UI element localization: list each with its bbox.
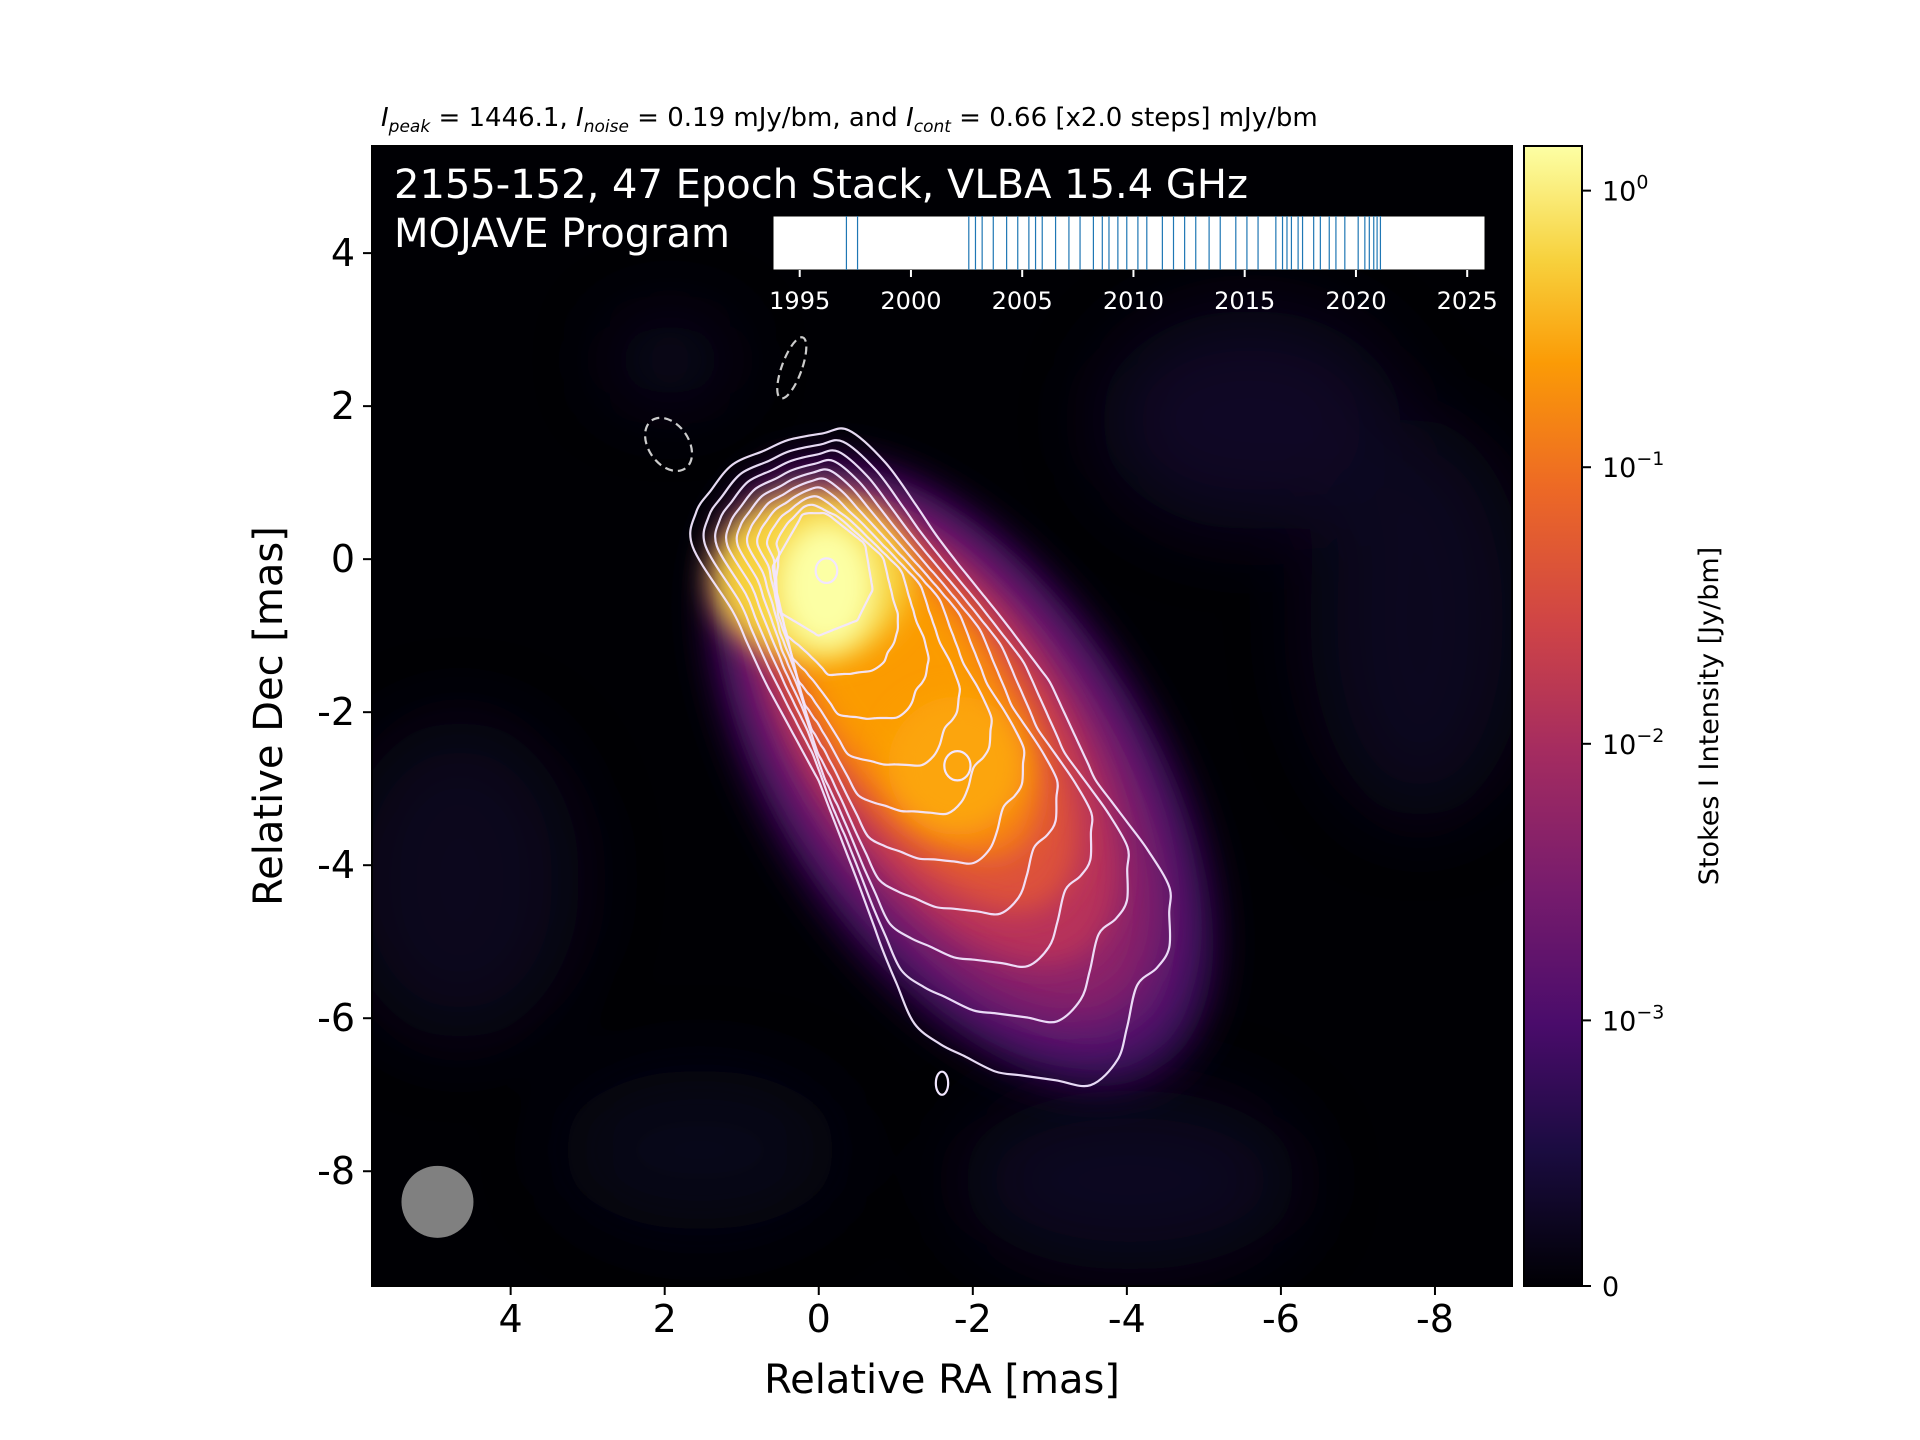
colorbar-tick-label: 10−1	[1602, 448, 1664, 484]
y-tick-label: 4	[331, 231, 355, 275]
x-tick-label: -6	[1262, 1297, 1300, 1341]
epoch-timeline: 1995 2000 2005 2010 2015 2020 2025	[769, 215, 1498, 315]
noise-background	[372, 310, 1512, 1270]
contour-level-2	[702, 439, 1130, 1024]
contour-level-10	[771, 511, 874, 637]
colorbar-gradient	[1523, 145, 1583, 1287]
x-tick-label: -2	[954, 1297, 992, 1341]
colorbar-label: Stokes I Intensity [Jy/bm]	[1694, 547, 1725, 885]
y-tick-label: -2	[317, 690, 355, 734]
contour-knot	[943, 749, 972, 782]
y-axis-label: Relative Dec [mas]	[246, 526, 292, 906]
y-tick-label: 2	[331, 384, 355, 428]
beam-ellipse	[401, 1165, 474, 1238]
colorbar-ticks: 100 10−1 10−2 10−3 0	[1582, 172, 1664, 1303]
epoch-tick-label: 1995	[769, 287, 830, 315]
knot-emission	[888, 696, 1027, 836]
contour-level-6	[745, 477, 993, 816]
contour-level-4	[724, 458, 1059, 916]
chart-title-line2: MOJAVE Program	[394, 211, 730, 257]
x-axis-label: Relative RA [mas]	[764, 1357, 1120, 1403]
contour-level-1	[689, 427, 1172, 1088]
y-tick-label: 0	[331, 537, 355, 581]
y-tick-label: -4	[317, 843, 355, 887]
colorbar-tick-label: 10−2	[1602, 725, 1664, 761]
x-tick-label: 0	[807, 1297, 831, 1341]
x-axis: 4 2 0 -2 -4 -6 -8	[499, 1286, 1454, 1341]
contour-level-3	[714, 449, 1094, 968]
epoch-axis: 1995 2000 2005 2010 2015 2020 2025	[769, 270, 1498, 315]
chart-title-line1: 2155-152, 47 Epoch Stack, VLBA 15.4 GHz	[394, 162, 1248, 208]
epoch-tick-label: 2020	[1325, 287, 1386, 315]
emission-heatmap	[711, 462, 1214, 1087]
epoch-tick-label: 2010	[1103, 287, 1164, 315]
negative-contour-2	[776, 336, 808, 400]
colorbar-tick-label: 0	[1602, 1272, 1619, 1303]
epoch-tick-label: 2005	[992, 287, 1053, 315]
plot-frame	[371, 145, 1513, 1287]
y-axis: 4 2 0 -2 -4 -6 -8	[317, 231, 372, 1193]
colorbar-tick-label: 10−3	[1602, 1001, 1664, 1037]
contour-isolated	[934, 1070, 950, 1096]
contour-level-5	[735, 468, 1026, 865]
core-peak	[776, 520, 877, 652]
y-tick-label: -6	[317, 996, 355, 1040]
header-annotation: Ipeak = 1446.1, Inoise = 0.19 mJy/bm, an…	[381, 103, 1318, 137]
colorbar-tick-label: 100	[1602, 172, 1648, 208]
contour-level-7	[756, 486, 961, 767]
plot-area: 4 2 0 -2 -4 -6 -8 4 2 0 -2 -4 -6 -8 2155-152, 47 Epo…	[317, 145, 1513, 1341]
x-tick-label: -8	[1416, 1297, 1454, 1341]
epoch-timeline-box	[772, 215, 1486, 271]
colorbar: 100 10−1 10−2 10−3 0 Stokes I Intensity [Jy/…	[1523, 145, 1725, 1303]
x-tick-label: 2	[653, 1297, 677, 1341]
epoch-lines	[845, 216, 1382, 270]
contour-set	[689, 427, 1172, 1096]
epoch-tick-label: 2000	[880, 287, 941, 315]
epoch-tick-label: 2025	[1437, 287, 1498, 315]
x-tick-label: -4	[1108, 1297, 1146, 1341]
contour-core	[814, 557, 839, 585]
y-tick-label: -8	[317, 1149, 355, 1193]
x-tick-label: 4	[499, 1297, 523, 1341]
epoch-tick-label: 2015	[1214, 287, 1275, 315]
